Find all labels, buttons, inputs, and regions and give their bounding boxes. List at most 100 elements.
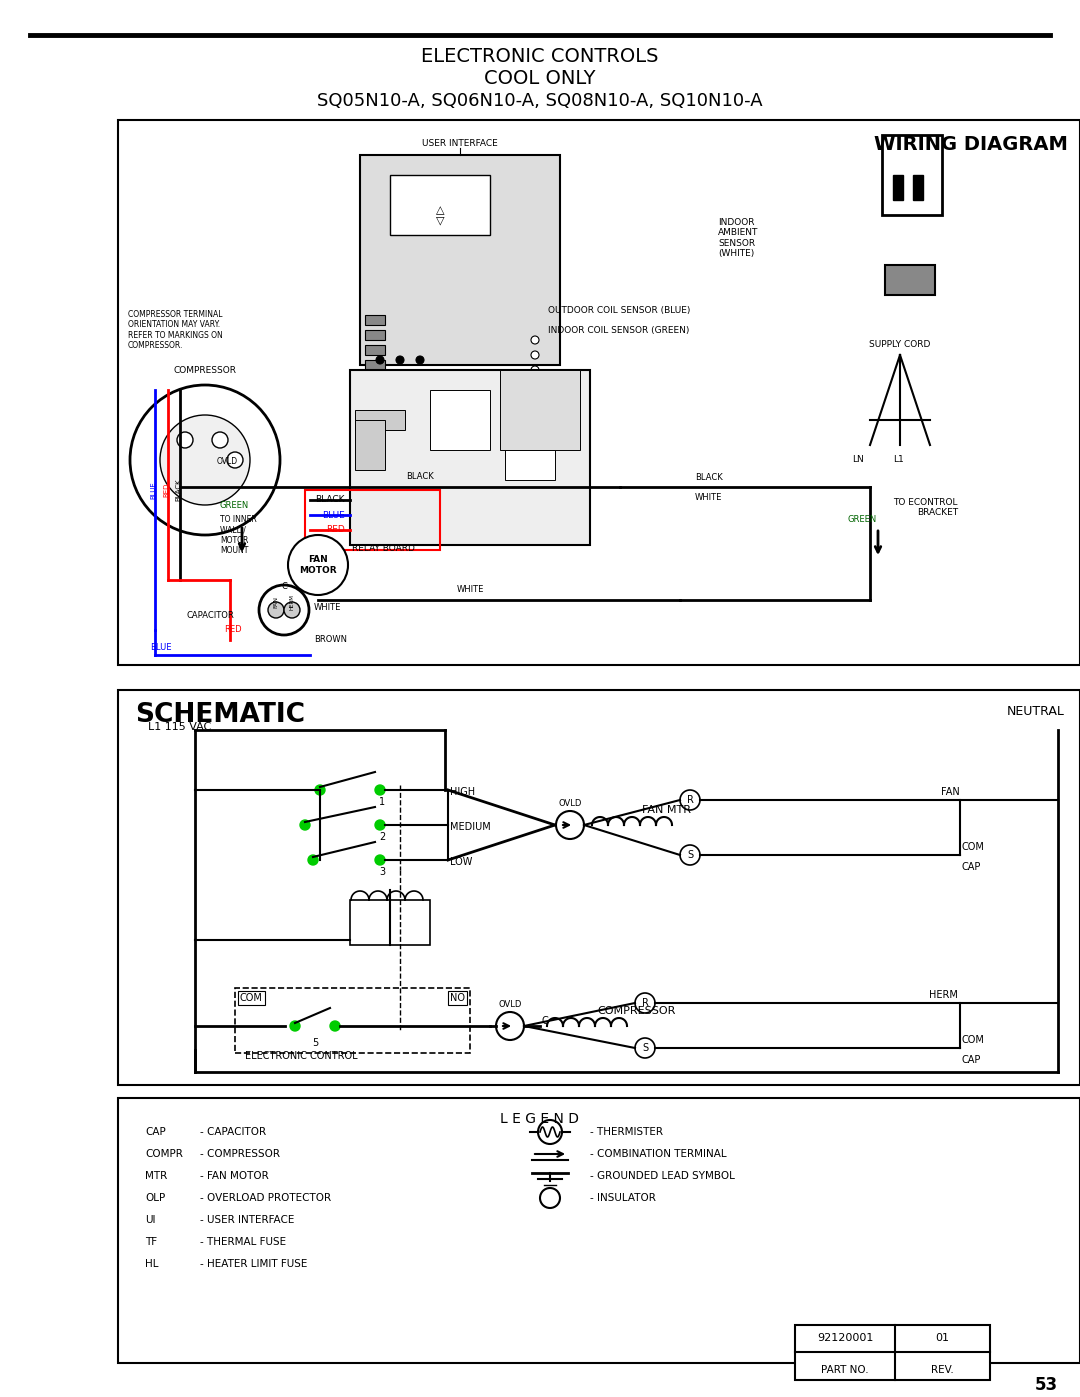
Circle shape xyxy=(288,535,348,595)
Circle shape xyxy=(375,820,384,830)
Bar xyxy=(350,370,590,545)
Text: OUTDOOR COIL SENSOR (BLUE): OUTDOOR COIL SENSOR (BLUE) xyxy=(548,306,690,314)
Text: - OVERLOAD PROTECTOR: - OVERLOAD PROTECTOR xyxy=(200,1193,332,1203)
Text: LOW: LOW xyxy=(450,856,472,868)
Text: BLACK: BLACK xyxy=(175,479,181,502)
Text: CAP: CAP xyxy=(145,1127,165,1137)
Text: INDOOR COIL SENSOR (GREEN): INDOOR COIL SENSOR (GREEN) xyxy=(548,326,689,334)
Bar xyxy=(350,900,430,944)
Bar xyxy=(913,175,923,200)
Circle shape xyxy=(496,1011,524,1039)
Text: OVLD: OVLD xyxy=(498,1000,522,1009)
Text: ▽: ▽ xyxy=(435,215,444,225)
Text: 92120001: 92120001 xyxy=(816,1333,874,1343)
Text: SUPPLY CORD: SUPPLY CORD xyxy=(869,339,931,349)
Text: NO: NO xyxy=(450,993,465,1003)
Text: RED: RED xyxy=(163,483,168,497)
Text: INDOOR
AMBIENT
SENSOR
(WHITE): INDOOR AMBIENT SENSOR (WHITE) xyxy=(718,218,758,258)
Text: C: C xyxy=(281,583,287,591)
Text: BLACK: BLACK xyxy=(315,496,345,504)
Circle shape xyxy=(531,366,539,374)
Text: 5: 5 xyxy=(312,1038,319,1048)
Circle shape xyxy=(259,585,309,636)
Text: WHITE: WHITE xyxy=(314,602,341,612)
Circle shape xyxy=(538,1120,562,1144)
Text: NEUTRAL: NEUTRAL xyxy=(1008,705,1065,718)
Bar xyxy=(390,175,490,235)
Bar xyxy=(305,490,440,550)
Bar xyxy=(500,370,580,450)
Text: HERM: HERM xyxy=(289,594,295,610)
Text: WHITE: WHITE xyxy=(696,493,723,503)
Circle shape xyxy=(635,1038,654,1058)
Bar xyxy=(430,390,490,450)
Text: BLACK: BLACK xyxy=(696,474,723,482)
Text: - USER INTERFACE: - USER INTERFACE xyxy=(200,1215,295,1225)
Text: 2: 2 xyxy=(379,833,386,842)
Text: MEDIUM: MEDIUM xyxy=(450,821,490,833)
Text: MTR: MTR xyxy=(145,1171,167,1180)
Circle shape xyxy=(212,432,228,448)
Text: RED: RED xyxy=(326,525,345,535)
Circle shape xyxy=(680,845,700,865)
Bar xyxy=(235,988,470,1053)
Text: - COMBINATION TERMINAL: - COMBINATION TERMINAL xyxy=(590,1148,727,1160)
Bar xyxy=(365,345,384,355)
Bar xyxy=(885,265,935,295)
Text: 1: 1 xyxy=(379,798,386,807)
Text: CAP: CAP xyxy=(962,1055,982,1065)
Text: CAPACITOR: CAPACITOR xyxy=(186,610,234,619)
Text: COMPR: COMPR xyxy=(145,1148,183,1160)
Bar xyxy=(893,175,903,200)
Text: 01: 01 xyxy=(935,1333,949,1343)
Circle shape xyxy=(291,1021,300,1031)
Text: WIRING DIAGRAM: WIRING DIAGRAM xyxy=(874,136,1068,155)
Bar xyxy=(505,450,555,481)
Text: UI: UI xyxy=(145,1215,156,1225)
Text: SCHEMATIC: SCHEMATIC xyxy=(135,703,305,728)
Text: FAN: FAN xyxy=(942,787,960,798)
Circle shape xyxy=(177,432,193,448)
Text: COMPRESSOR: COMPRESSOR xyxy=(597,1006,675,1016)
Text: RED: RED xyxy=(224,626,242,634)
Circle shape xyxy=(160,415,249,504)
Text: BROWN: BROWN xyxy=(314,636,347,644)
Bar xyxy=(882,136,942,215)
Text: - INSULATOR: - INSULATOR xyxy=(590,1193,656,1203)
Circle shape xyxy=(396,356,404,365)
Circle shape xyxy=(531,337,539,344)
Circle shape xyxy=(680,789,700,810)
Text: HERM: HERM xyxy=(929,990,958,1000)
Text: COMPRESSOR TERMINAL
ORIENTATION MAY VARY.
REFER TO MARKINGS ON
COMPRESSOR.: COMPRESSOR TERMINAL ORIENTATION MAY VARY… xyxy=(129,310,222,351)
Text: - GROUNDED LEAD SYMBOL: - GROUNDED LEAD SYMBOL xyxy=(590,1171,734,1180)
Text: CAP: CAP xyxy=(962,862,982,872)
Text: OVLD: OVLD xyxy=(558,799,582,807)
Text: COOL ONLY: COOL ONLY xyxy=(484,68,596,88)
Circle shape xyxy=(531,351,539,359)
Text: - HEATER LIMIT FUSE: - HEATER LIMIT FUSE xyxy=(200,1259,308,1268)
Bar xyxy=(365,360,384,370)
Text: GREEN: GREEN xyxy=(220,500,249,510)
Text: COM: COM xyxy=(962,1035,985,1045)
Text: BLACK: BLACK xyxy=(406,472,434,481)
Text: REV.: REV. xyxy=(931,1365,954,1375)
Text: SQ05N10-A, SQ06N10-A, SQ08N10-A, SQ10N10-A: SQ05N10-A, SQ06N10-A, SQ08N10-A, SQ10N10… xyxy=(318,92,762,110)
Text: COM: COM xyxy=(962,842,985,852)
Text: BLUE: BLUE xyxy=(150,644,172,652)
Text: FAN: FAN xyxy=(273,597,279,608)
Text: ELECTRONIC CONTROLS: ELECTRONIC CONTROLS xyxy=(421,47,659,67)
Text: OLP: OLP xyxy=(145,1193,165,1203)
Bar xyxy=(365,330,384,339)
Text: - CAPACITOR: - CAPACITOR xyxy=(200,1127,266,1137)
Text: L E G E N D: L E G E N D xyxy=(500,1112,580,1126)
Text: LN: LN xyxy=(852,455,864,464)
Circle shape xyxy=(315,785,325,795)
Circle shape xyxy=(300,820,310,830)
Text: R: R xyxy=(687,795,693,805)
Circle shape xyxy=(540,1187,561,1208)
Bar xyxy=(795,1324,990,1380)
Text: WHITE: WHITE xyxy=(457,585,484,594)
Bar xyxy=(118,120,1080,665)
Text: USER INTERFACE: USER INTERFACE xyxy=(422,138,498,148)
Bar xyxy=(355,409,405,430)
